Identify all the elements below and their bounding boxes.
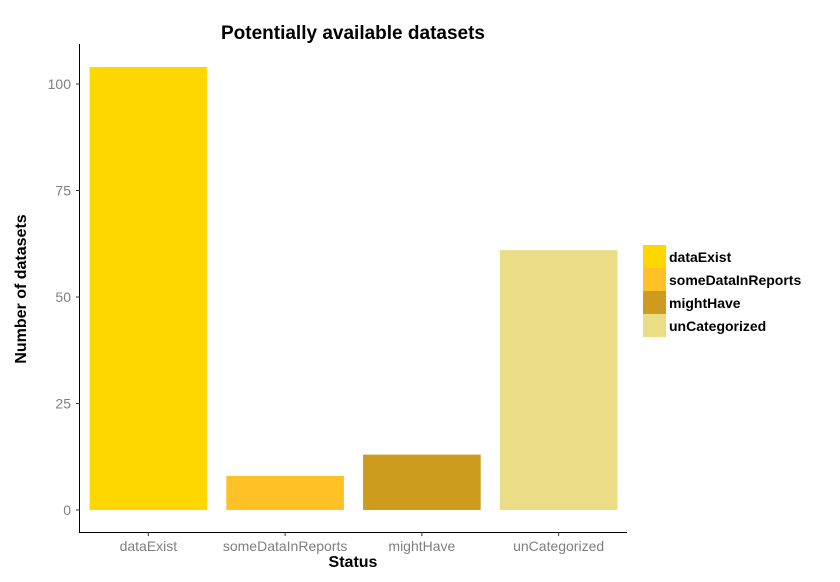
- x-tick-label: dataExist: [120, 538, 178, 554]
- y-tick-label: 100: [48, 76, 72, 92]
- x-tick-label: unCategorized: [513, 538, 604, 554]
- x-axis-title: Status: [329, 554, 378, 571]
- legend-label-data-exist: dataExist: [669, 249, 732, 265]
- y-tick-label: 75: [55, 183, 71, 199]
- legend: dataExist someDataInReports mightHave unCat…: [643, 245, 801, 337]
- y-axis-ticks: 0 25 50 75 100: [48, 76, 80, 518]
- bars-group: [89, 66, 618, 511]
- bar-un-categorized: [499, 250, 618, 510]
- y-tick-label: 25: [55, 396, 71, 412]
- y-tick-label: 50: [55, 289, 71, 305]
- bar-might-have: [363, 454, 481, 510]
- y-tick-label: 0: [63, 502, 71, 518]
- legend-swatch-might-have: [643, 291, 666, 314]
- legend-swatch-data-exist: [643, 245, 666, 268]
- legend-swatch-some-data-in-reports: [643, 268, 666, 291]
- chart-title: Potentially available datasets: [221, 23, 485, 44]
- bar-data-exist: [89, 66, 208, 511]
- legend-label-some-data-in-reports: someDataInReports: [669, 272, 801, 288]
- x-tick-label: someDataInReports: [223, 538, 348, 554]
- bar-some-data-in-reports: [226, 475, 344, 510]
- x-axis-ticks: dataExist someDataInReports mightHave unCat…: [120, 532, 604, 554]
- legend-label-un-categorized: unCategorized: [669, 318, 766, 334]
- y-axis-title: Number of datasets: [13, 214, 30, 363]
- x-tick-label: mightHave: [388, 538, 455, 554]
- legend-label-might-have: mightHave: [669, 295, 741, 311]
- legend-swatch-un-categorized: [643, 314, 666, 337]
